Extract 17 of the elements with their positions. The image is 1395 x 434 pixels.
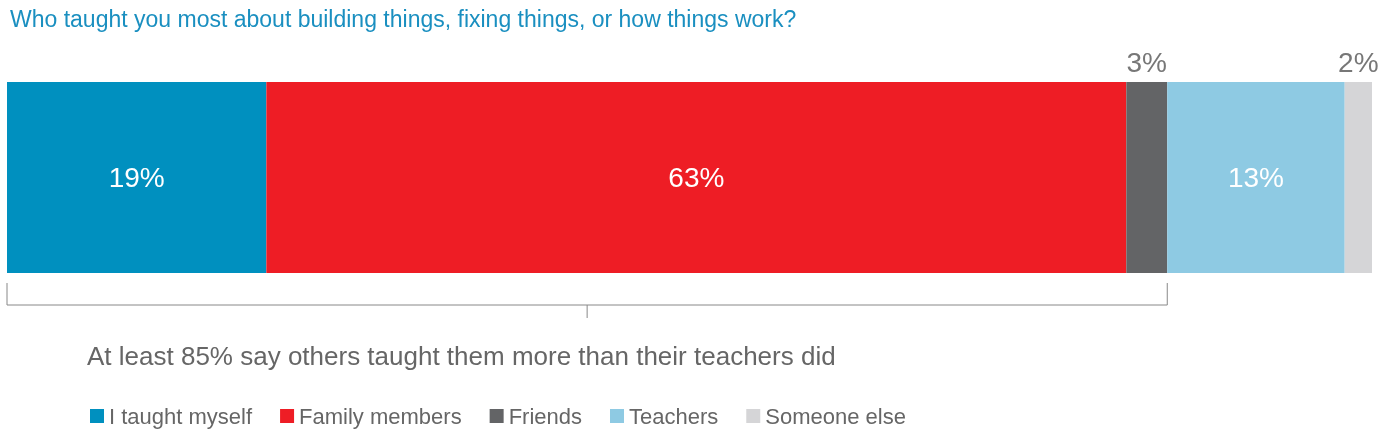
legend-label: Friends: [508, 403, 582, 429]
bar: [7, 82, 267, 273]
bar: [1167, 82, 1345, 273]
data-label: 13%: [1227, 162, 1284, 193]
data-label: 19%: [108, 162, 165, 193]
bar: [1126, 82, 1168, 273]
bar: [1344, 82, 1372, 273]
data-label: 63%: [668, 162, 725, 193]
legend-label: Someone else: [765, 403, 906, 429]
data-label: 3%: [1126, 46, 1168, 78]
legend-label: I taught myself: [109, 403, 253, 429]
chart-title: Who taught you most about building things, fixing things, or how things work?: [10, 5, 797, 32]
legend-label: Teachers: [629, 403, 719, 429]
text: At least 85% say others taught them more than their teachers did: [87, 341, 836, 371]
legend-label: Family members: [299, 403, 462, 429]
data-label: 2%: [1338, 46, 1379, 78]
bar: [266, 82, 1127, 273]
